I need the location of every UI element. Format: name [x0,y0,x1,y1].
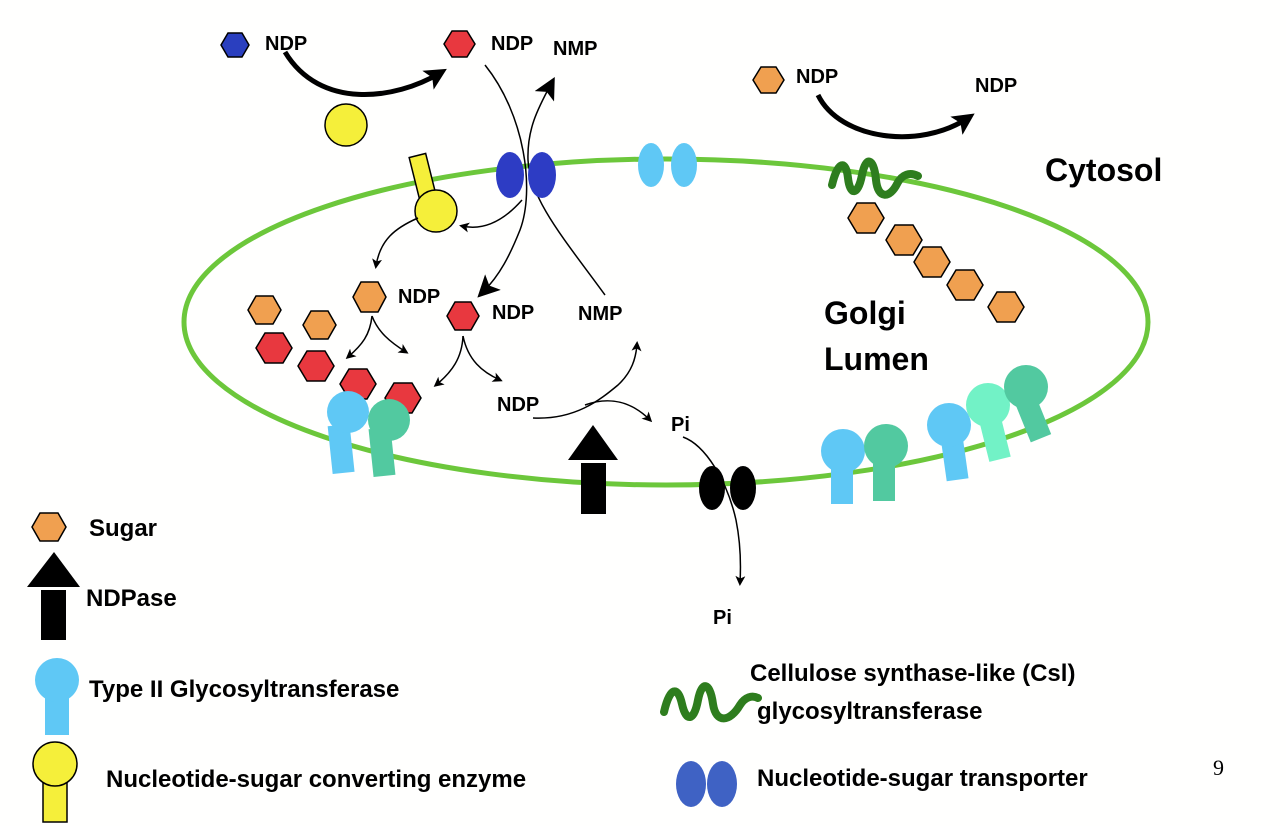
legend-type2-glycosyltransferase-icon [35,658,79,735]
nmp-label-top: NMP [553,38,597,60]
chain-sugar-hexagon [885,224,923,256]
orange-sugar-hexagon-lumen [352,281,387,313]
arrow-orange-branch-left [345,315,373,359]
nucleotide-sugar-transporter-dark [496,152,556,198]
red-sugar-hexagon-top [443,30,476,58]
chain-sugar-hexagon [987,291,1025,323]
glycosyltransferase-right-mint [966,383,1011,462]
arrow-pi-export [682,436,746,586]
legend-transporter-icon [676,761,737,807]
legend-sugar-icon [31,512,67,542]
converting-enzyme-membrane [408,152,458,233]
pi-label-inside: Pi [671,414,690,436]
ndp-label-csl-out: NDP [975,75,1017,97]
arrow-ndp-to-pi [584,400,653,423]
orange-sugar-hexagon-cytosol [752,66,785,94]
ndp-label-red-top: NDP [491,33,533,55]
cellulose-sugar-chain [847,202,1025,323]
glycosyltransferase-right-teal-1 [864,424,908,501]
converting-enzyme-free [324,103,368,147]
page-number: 9 [1213,755,1224,780]
chain-sugar-hexagon [847,202,885,234]
arrow-nmp-export [527,76,606,296]
arrow-red-branch-right [462,335,503,382]
ndp-label-red-lumen: NDP [492,302,534,324]
pi-transporter [699,466,756,510]
legend-csl-label-line2: glycosyltransferase [757,698,982,725]
chain-sugar-hexagon [946,269,984,301]
arrow-blue-to-red-conversion [282,50,447,97]
legend-converting-enzyme-icon [32,741,78,823]
golgi-membrane [181,156,1151,488]
arrow-csl-reaction [815,93,975,140]
nmp-label-lumen: NMP [578,303,622,325]
red-sugar-hexagon-lumen [446,301,480,331]
nucleotide-sugar-transporter-light [638,143,697,187]
ndp-label-bottom: NDP [497,394,539,416]
arrow-to-converting-enzyme [459,199,523,233]
cytosol-label: Cytosol [1045,152,1162,188]
arrow-enzyme-to-orange-sugar [372,217,419,269]
glycosyltransferase-right-teal-2 [1004,365,1052,443]
blue-sugar-hexagon [220,32,250,58]
legend-converting-label: Nucleotide-sugar converting enzyme [106,766,526,793]
glycosyltransferase-right-blue-2 [927,403,971,482]
pi-label-outside: Pi [713,607,732,629]
legend-transporter-label: Nucleotide-sugar transporter [757,765,1088,792]
golgi-label: Golgi [824,295,906,331]
csl-glycosyltransferase-membrane [828,157,922,199]
lumen-label: Lumen [824,341,929,377]
glycosyltransferase-right-blue-1 [821,429,865,504]
legend-csl-label-line1: Cellulose synthase-like (Csl) [750,660,1075,687]
legend-ndpase-label: NDPase [86,585,177,612]
ndp-label-csl-in: NDP [796,66,838,88]
glycosyltransferase-left-blue [327,391,369,475]
glycosyltransferase-left-teal [368,399,410,478]
arrow-orange-branch-right [371,315,409,354]
legend-csl-icon [660,682,762,723]
ndp-label-orange-lumen: NDP [398,286,440,308]
ndp-label-blue: NDP [265,33,307,55]
legend-ndpase-icon [27,552,80,640]
legend-sugar-label: Sugar [89,515,157,542]
arrow-ndp-to-nmp-pi [532,341,642,419]
ndpase-membrane [568,425,618,514]
legend-type2-label: Type II Glycosyltransferase [89,676,399,703]
arrow-red-branch-left [433,335,464,387]
arrow-ndp-sugar-import [477,64,528,298]
chain-sugar-hexagon [913,246,951,278]
sugar-cluster-lumen [247,295,422,414]
